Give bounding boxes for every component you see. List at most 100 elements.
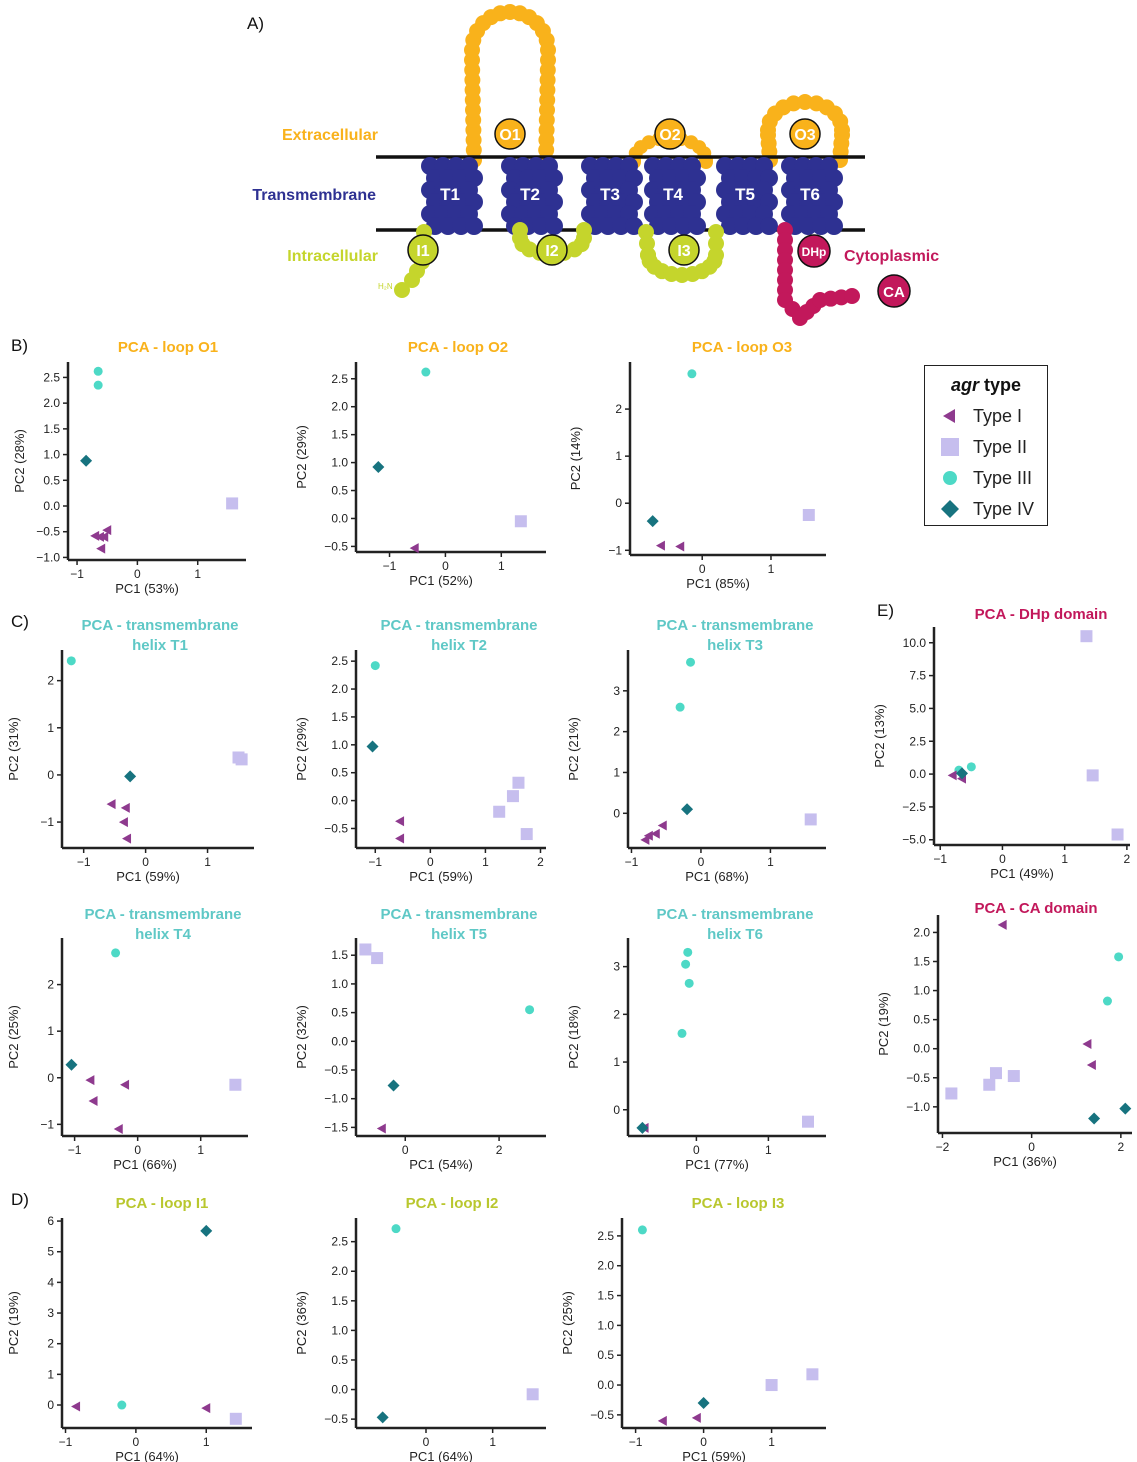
point-type-iii [683,947,693,957]
point-type-ii [359,943,372,956]
square-marker-icon [941,438,959,456]
y-tick-label: 6 [47,1214,54,1228]
point-type-i [947,770,957,781]
point-type-iii [684,978,694,988]
y-tick-label: 2.0 [331,400,348,414]
y-tick-label: −1.0 [324,1092,348,1106]
y-tick-label: 1.0 [43,448,60,462]
y-tick-label: 1 [47,1367,54,1381]
chart-title: PCA - loop O1 [118,339,218,356]
y-tick-label: 2.5 [331,654,348,668]
dhp-domain-label: DHp [797,234,831,268]
y-tick-label: −0.5 [324,1412,348,1426]
x-tick-label: 0 [134,567,141,581]
chart-title: PCA - loop O2 [408,339,508,356]
y-tick-label: 2 [615,402,622,416]
point-type-iv [681,803,694,816]
point-type-i [102,525,112,536]
y-axis-label: PC2 (14%) [568,427,583,491]
point-type-ii [371,952,384,965]
chart-title: helix T2 [431,637,487,654]
legend-item-type-iv: Type IV [939,495,1034,523]
y-tick-label: 0.0 [597,1378,614,1392]
x-tick-label: 0 [700,1435,707,1449]
x-tick-label: −1 [68,1143,82,1157]
point-type-i [657,1415,667,1426]
helix-t4: T4 [644,157,706,235]
transmembrane-label: Transmembrane [252,187,376,204]
y-axis-label: PC2 (29%) [294,717,309,781]
x-tick-label: 2 [537,855,544,869]
x-tick-label: 1 [768,562,775,576]
y-tick-label: 2 [47,674,54,688]
x-tick-label: 0 [698,855,705,869]
cytoplasmic-label: Cytoplasmic [844,248,939,265]
chart-title: helix T6 [707,926,763,943]
y-tick-label: −0.5 [324,821,348,835]
y-tick-label: −1 [40,815,54,829]
svg-text:I3: I3 [677,243,690,260]
y-tick-label: −2.5 [902,800,926,814]
chart-o3: PCA - loop O3 0 1 −1 0 1 2 PC1 (85%) PC2 (14%) [568,339,826,591]
point-type-i [88,1096,98,1107]
y-tick-label: 1.0 [331,977,348,991]
point-type-iv [1088,1112,1101,1125]
loop-i2-label: I2 [536,234,568,266]
y-tick-label: 5.0 [909,701,926,715]
chart-title: PCA - transmembrane [82,617,239,634]
point-type-ii [226,497,239,510]
x-tick-label: 0 [999,852,1006,866]
point-type-iii [687,369,697,379]
x-axis-label: PC1 (53%) [115,581,179,596]
point-type-ii [229,1078,242,1091]
y-tick-label: 0.0 [331,511,348,525]
panel-label-d: D) [11,1190,29,1209]
point-type-ii [945,1087,958,1100]
point-type-ii [514,515,527,528]
chart-title: PCA - transmembrane [381,906,538,923]
point-type-i [675,541,685,552]
chart-dhp: PCA - DHp domain −1 0 1 2 −5.0 −2.5 0.0 2.5 5.0 7.… [872,606,1131,881]
panel-label-b: B) [11,336,28,355]
y-axis-label: PC2 (18%) [566,1005,581,1069]
point-type-ii [983,1078,996,1091]
x-tick-label: 0 [133,1435,140,1449]
y-tick-label: 2.0 [913,925,930,939]
y-tick-label: 0.0 [43,499,60,513]
x-axis-label: PC1 (52%) [409,573,473,588]
x-tick-label: 1 [482,855,489,869]
point-type-ii [802,1115,814,1128]
point-type-i [122,833,132,844]
point-type-i [376,1123,386,1134]
chart-title: PCA - loop O3 [692,339,792,356]
chart-t3: PCA - transmembrane helix T3 −1 0 1 0 1 2 3 PC1 (… [566,617,826,884]
loop-o1-chain [464,4,556,168]
point-type-iv [65,1058,78,1071]
legend-item-type-ii: Type II [939,433,1027,461]
y-tick-label: 0 [613,1103,620,1117]
point-type-ii [493,805,506,818]
point-type-ii [765,1379,778,1392]
x-tick-label: 1 [194,567,201,581]
x-tick-label: 1 [203,1435,210,1449]
chart-o2: PCA - loop O2 −1 0 1 −0.5 0.0 0.5 1.0 1.5 2.0 2.5 P… [294,339,546,588]
point-type-ii [1111,828,1124,841]
point-type-iii [1114,952,1124,962]
x-axis-label: PC1 (59%) [116,869,180,884]
y-tick-label: 1.0 [331,1323,348,1337]
chart-title: PCA - DHp domain [975,606,1108,623]
point-type-ii [802,508,815,521]
y-tick-label: −0.5 [324,1063,348,1077]
chart-title: PCA - transmembrane [657,617,814,634]
x-tick-label: 0 [693,1143,700,1157]
x-axis-label: PC1 (64%) [115,1449,179,1462]
x-axis-label: PC1 (64%) [409,1449,473,1462]
x-tick-label: 1 [204,855,211,869]
panel-label-e: E) [877,601,894,620]
y-tick-label: 0 [47,768,54,782]
n-terminus-label: H₂N [378,282,393,291]
point-type-iv [387,1079,400,1092]
chart-title: helix T3 [707,637,763,654]
point-type-i [99,531,109,542]
y-tick-label: 1 [613,1055,620,1069]
